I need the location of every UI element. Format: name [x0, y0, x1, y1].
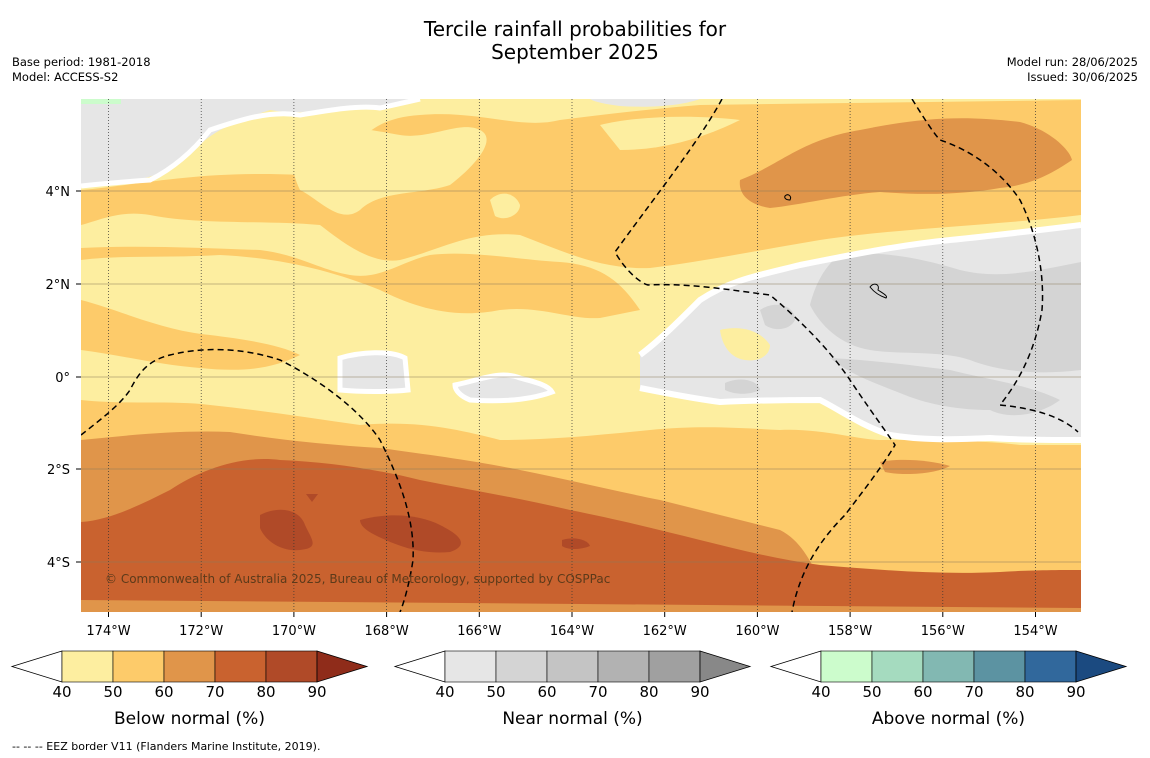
colorbar-tick-label: 90 — [690, 683, 710, 701]
eez-footnote: -- -- -- EEZ border V11 (Flanders Marine… — [12, 740, 321, 753]
base-period: Base period: 1981-2018 — [12, 55, 151, 69]
colorbar-segment — [112, 650, 165, 683]
lon-tick-label: 168°W — [365, 624, 409, 639]
meta-left: Base period: 1981-2018 Model: ACCESS-S2 — [12, 55, 151, 85]
latitude-ticks: 4°N 2°N 0° 2°S 4°S — [46, 185, 81, 571]
lat-tick-label: 2°N — [46, 278, 71, 293]
field-below-60-70-northeast — [739, 118, 1072, 208]
lon-tick-label: 158°W — [828, 624, 872, 639]
model-run: Model run: 28/06/2025 — [1006, 55, 1138, 69]
title-line-1: Tercile rainfall probabilities for — [423, 17, 727, 41]
field-near-40-50-central — [340, 352, 408, 392]
lon-tick-label: 162°W — [643, 624, 687, 639]
colorbar-segment — [495, 650, 548, 683]
colorbar-tick-label: 90 — [1066, 683, 1086, 701]
field-below-80-90-patch — [260, 509, 313, 551]
field-near-40-50-northwest — [81, 99, 420, 186]
longitude-ticks: 174°W 172°W 170°W 168°W 166°W 164°W 162°W 160°W… — [86, 612, 1058, 639]
colorbar-tick-label: 40 — [811, 683, 831, 701]
colorbar-near — [393, 650, 752, 683]
eez-border-central — [614, 99, 896, 612]
colorbar-left-extension — [769, 650, 822, 683]
lon-tick-label: 164°W — [550, 624, 594, 639]
title-line-2: September 2025 — [491, 40, 659, 64]
gridlines — [81, 99, 1081, 612]
colorbar-segment — [1024, 650, 1077, 683]
lon-tick-label: 160°W — [735, 624, 779, 639]
colorbar-tick-label: 40 — [52, 683, 72, 701]
map-plot-area — [81, 99, 1081, 612]
field-below-70-80-south — [81, 459, 1081, 612]
colorbar-below — [10, 650, 369, 683]
colorbar-tick-label: 80 — [256, 683, 276, 701]
eez-border-west — [81, 348, 414, 612]
colorbar-segment — [163, 650, 216, 683]
colorbar-tick-label: 90 — [307, 683, 327, 701]
island-outline — [869, 283, 887, 299]
lat-tick-label: 0° — [55, 371, 70, 386]
colorbar-title: Below normal (%) — [114, 709, 265, 729]
lon-tick-label: 156°W — [921, 624, 965, 639]
copyright-text: © Commonwealth of Australia 2025, Bureau… — [105, 572, 611, 586]
colorbar-title: Above normal (%) — [871, 709, 1026, 729]
colorbar-tick-label: 80 — [1015, 683, 1035, 701]
colorbar-segment — [597, 650, 650, 683]
colorbar-segment — [214, 650, 267, 683]
field-near-50-60-east — [810, 253, 1081, 373]
colorbar-tick-label: 60 — [154, 683, 174, 701]
colorbar-tick-label: 50 — [862, 683, 882, 701]
issued-date: Issued: 30/06/2025 — [1027, 70, 1138, 84]
meta-right: Model run: 28/06/2025 Issued: 30/06/2025 — [1007, 55, 1138, 85]
colorbar-segment — [820, 650, 873, 683]
colorbar-segment — [61, 650, 114, 683]
colorbar-segment — [871, 650, 924, 683]
colorbar-tick-label: 50 — [103, 683, 123, 701]
lon-tick-label: 166°W — [457, 624, 501, 639]
colorbar-tick-label: 70 — [205, 683, 225, 701]
lon-tick-label: 170°W — [272, 624, 316, 639]
colorbar-right-extension — [699, 650, 752, 683]
colorbars — [10, 650, 1128, 683]
colorbar-left-extension — [393, 650, 446, 683]
lat-tick-label: 4°N — [46, 185, 71, 200]
lat-tick-label: 2°S — [47, 463, 70, 478]
lon-tick-label: 172°W — [179, 624, 223, 639]
colorbar-segment — [265, 650, 318, 683]
colorbar-title: Near normal (%) — [502, 709, 643, 729]
map-title: Tercile rainfall probabilities for Septe… — [0, 18, 1150, 64]
colorbar-tick-label: 40 — [435, 683, 455, 701]
lon-tick-label: 174°W — [86, 624, 130, 639]
colorbar-segment — [444, 650, 497, 683]
colorbar-tick-label: 60 — [913, 683, 933, 701]
field-above-40-50-patch — [81, 99, 121, 104]
colorbar-right-extension — [316, 650, 369, 683]
model-name: Model: ACCESS-S2 — [12, 70, 119, 84]
colorbar-left-extension — [10, 650, 63, 683]
colorbar-segment — [546, 650, 599, 683]
colorbar-segment — [973, 650, 1026, 683]
colorbar-tick-label: 50 — [486, 683, 506, 701]
colorbar-right-extension — [1075, 650, 1128, 683]
colorbar-segment — [648, 650, 701, 683]
colorbar-segment — [922, 650, 975, 683]
colorbar-tick-label: 70 — [964, 683, 984, 701]
north-yellow-patch — [292, 127, 487, 215]
field-below-50-60-central — [81, 246, 640, 319]
colorbar-tick-label: 60 — [537, 683, 557, 701]
colorbar-tick-label: 80 — [639, 683, 659, 701]
colorbar-tick-label: 70 — [588, 683, 608, 701]
lon-tick-label: 154°W — [1013, 624, 1057, 639]
lat-tick-label: 4°S — [47, 556, 70, 571]
colorbar-above — [769, 650, 1128, 683]
